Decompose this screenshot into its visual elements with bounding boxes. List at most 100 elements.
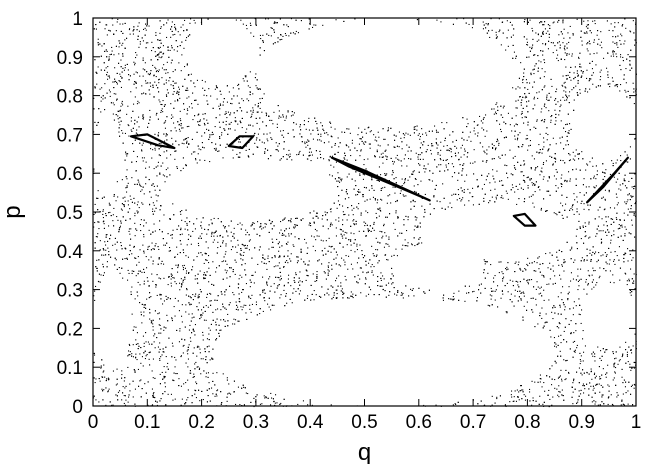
orbit-point [535,270,537,272]
orbit-point [414,190,416,192]
orbit-point [216,98,218,100]
orbit-point [128,228,130,230]
orbit-point [527,283,529,285]
orbit-point [208,333,210,335]
orbit-point [307,264,309,266]
orbit-point [276,149,278,151]
orbit-point [140,190,142,192]
orbit-point [265,18,267,20]
orbit-point [134,388,136,390]
orbit-point [517,284,519,286]
orbit-point [226,101,228,103]
orbit-point [204,81,206,83]
orbit-point [600,378,602,380]
orbit-point [486,261,488,263]
orbit-point [634,333,636,335]
orbit-point [108,225,110,227]
orbit-point [564,99,566,101]
orbit-point [407,245,409,247]
orbit-point [118,131,120,133]
orbit-point [352,297,354,299]
orbit-point [185,39,187,41]
orbit-point [151,242,153,244]
orbit-point [541,119,543,121]
orbit-point [160,278,162,280]
orbit-point [506,165,508,167]
orbit-point [420,180,422,182]
orbit-point [214,395,216,397]
orbit-point [568,53,570,55]
orbit-point [368,293,370,295]
orbit-point [539,395,541,397]
orbit-point [204,159,206,161]
orbit-point [624,185,626,187]
orbit-point [516,139,518,141]
orbit-point [186,270,188,272]
orbit-point [268,248,270,250]
orbit-point [113,104,115,106]
orbit-point [377,144,379,146]
orbit-point [167,362,169,364]
orbit-point [549,25,551,27]
orbit-point [539,381,541,383]
orbit-point [249,308,251,310]
orbit-point [572,204,574,206]
orbit-point [190,303,192,305]
orbit-point [265,112,267,114]
orbit-point [170,285,172,287]
orbit-point [296,154,298,156]
orbit-point [424,171,426,173]
orbit-point [523,164,525,166]
orbit-point [245,149,247,151]
orbit-point [243,245,245,247]
orbit-point [378,136,380,138]
orbit-point [155,284,157,286]
orbit-point [99,281,101,283]
orbit-point [162,303,164,305]
orbit-point [561,380,563,382]
orbit-point [560,342,562,344]
orbit-point [330,208,332,210]
orbit-point [577,289,579,291]
orbit-point [171,317,173,319]
orbit-point [576,208,578,210]
orbit-point [120,242,122,244]
orbit-point [154,66,156,68]
orbit-point [469,131,471,133]
orbit-point [604,176,606,178]
orbit-point [186,108,188,110]
orbit-point [516,107,518,109]
orbit-point [250,297,252,299]
orbit-point [152,280,154,282]
orbit-point [443,145,445,147]
orbit-point [377,131,379,133]
orbit-point [620,56,622,58]
orbit-point [573,72,575,74]
orbit-point [266,268,268,270]
orbit-point [432,145,434,147]
orbit-point [604,199,606,201]
orbit-point [138,22,140,24]
orbit-point [94,299,96,301]
orbit-point [306,297,308,299]
orbit-point [491,304,493,306]
orbit-point [434,125,436,127]
orbit-point [143,234,145,236]
orbit-point [186,350,188,352]
orbit-point [237,244,239,246]
orbit-point [517,86,519,88]
orbit-point [123,402,125,404]
orbit-point [359,155,361,157]
orbit-point [335,257,337,259]
orbit-point [439,154,441,156]
orbit-point [614,85,616,87]
orbit-point [252,109,254,111]
orbit-point [143,311,145,313]
orbit-point [282,130,284,132]
orbit-point [216,390,218,392]
orbit-point [559,106,561,108]
orbit-point [552,52,554,54]
orbit-point [157,195,159,197]
orbit-point [514,155,516,157]
orbit-point [464,300,466,302]
